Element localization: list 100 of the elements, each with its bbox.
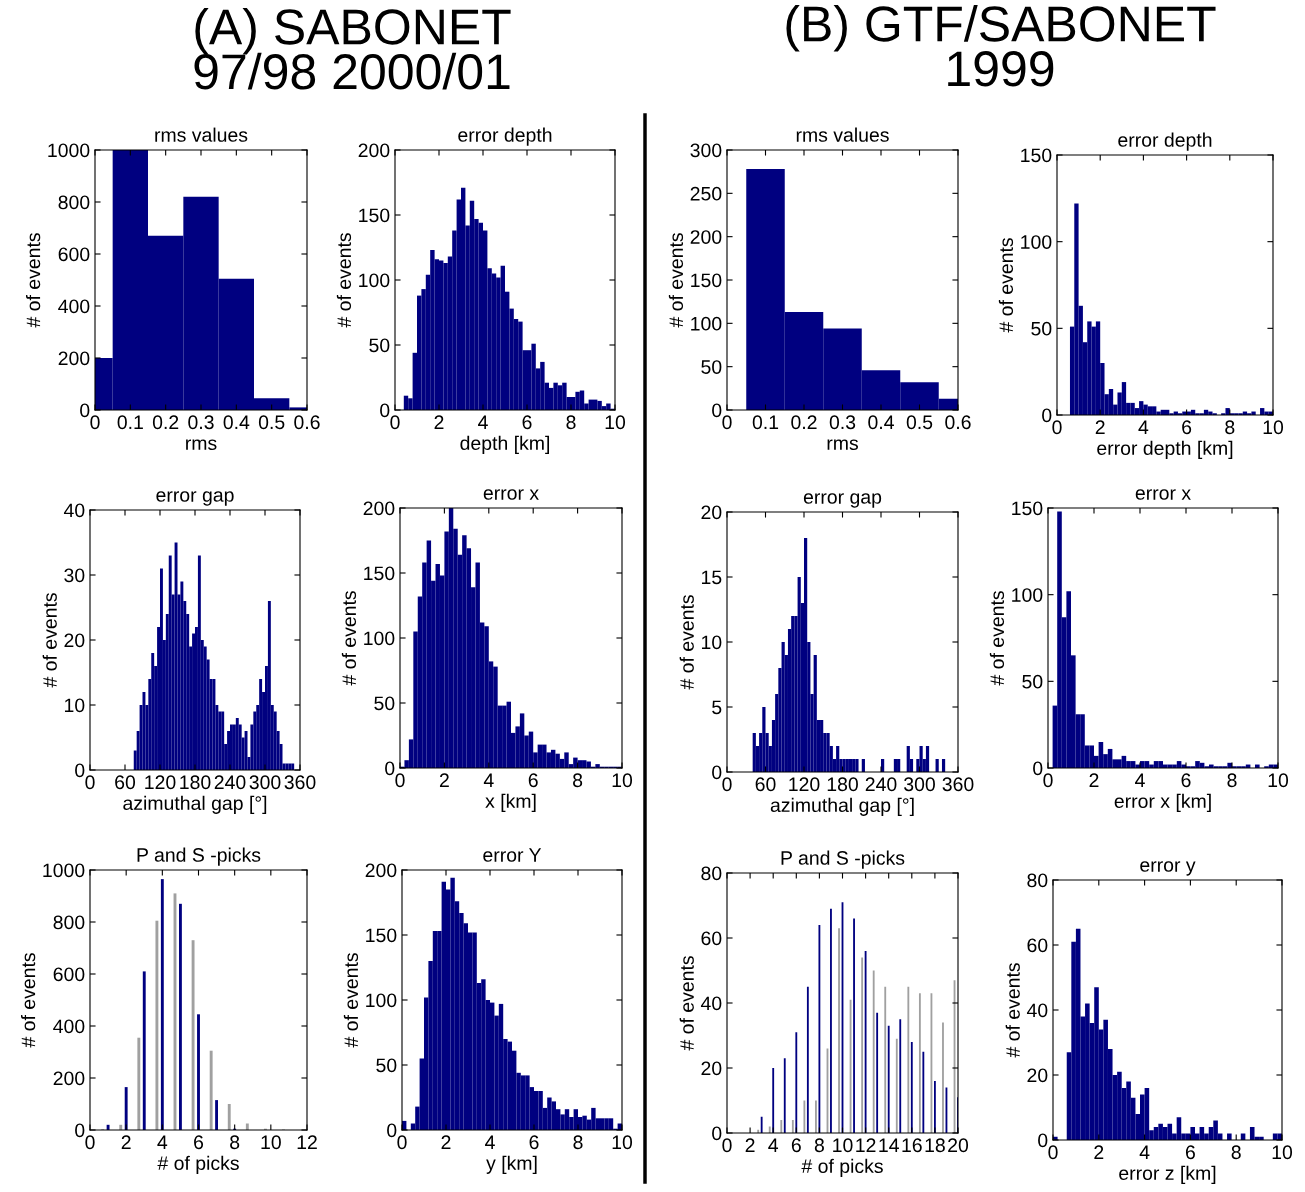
x-tick-label: 10	[1263, 420, 1284, 435]
y-axis-title: # of events	[42, 593, 57, 688]
y-axis-title: # of events	[998, 238, 1014, 333]
x-tick-label: 240	[865, 777, 897, 792]
x-tick-label: 10	[261, 1135, 281, 1150]
x-tick-label: 8	[1227, 773, 1237, 788]
x-tick-label: 10	[612, 773, 633, 788]
x-tick-label: 6	[1181, 773, 1191, 788]
x-tick-label: 8	[1225, 420, 1235, 435]
x-tick-label: 4	[483, 773, 494, 787]
y-tick-label: 0	[1033, 761, 1043, 776]
x-axis-title: error x [km]	[1114, 793, 1211, 812]
text: (A) SABONET 97/98 2000/01	[194, 8, 511, 90]
y-tick-label: 60	[1027, 938, 1048, 953]
x-tick-label: 6	[194, 1135, 204, 1150]
y-tick-label: 0	[385, 761, 395, 776]
y-tick-label: 40	[700, 996, 722, 1011]
y-tick-label: 250	[690, 186, 722, 201]
x-tick-label: 2	[1095, 420, 1105, 434]
y-tick-label: 50	[1031, 321, 1052, 336]
x-axis-title: rms	[186, 439, 217, 451]
y-tick-label: 400	[58, 299, 90, 314]
x-tick-label: 0.6	[945, 415, 971, 430]
x-tick-label: 6	[528, 773, 538, 788]
x-tick-label: 6	[791, 1138, 801, 1153]
y-tick-label: 50	[1022, 674, 1043, 689]
x-tick-label: 4	[1138, 420, 1149, 434]
y-tick-label: 100	[359, 273, 390, 288]
y-tick-label: 0	[712, 403, 722, 418]
y-tick-label: 15	[702, 570, 722, 585]
y-tick-label: 150	[366, 928, 397, 943]
y-tick-label: 200	[53, 1071, 85, 1086]
y-axis-title: # of events	[1005, 963, 1020, 1058]
x-tick-label: 10	[1272, 1145, 1293, 1160]
y-tick-label: 1000	[48, 143, 90, 158]
y-tick-label: 200	[690, 230, 722, 244]
chart-title: P and S -picks	[781, 850, 905, 869]
y-tick-label: 600	[58, 247, 90, 262]
y-tick-label: 800	[58, 195, 90, 210]
chart-title: rms values	[796, 127, 889, 142]
x-tick-label: 18	[925, 1138, 945, 1153]
y-tick-label: 0	[380, 403, 390, 418]
x-tick-label: 2	[434, 415, 444, 429]
x-tick-label: 0	[722, 777, 732, 792]
x-tick-label: 0.4	[223, 415, 250, 430]
x-tick-label: 8	[814, 1138, 824, 1153]
x-tick-label: 6	[1182, 420, 1192, 435]
x-tick-label: 10	[833, 1138, 853, 1153]
x-tick-label: 0.5	[258, 415, 285, 430]
y-tick-label: 20	[701, 1061, 722, 1076]
y-axis-title: # of events	[336, 233, 352, 328]
x-tick-label: 60	[115, 775, 136, 790]
y-tick-label: 300	[690, 143, 722, 158]
x-tick-label: 2	[439, 773, 449, 787]
x-tick-label: 2	[441, 1135, 451, 1149]
chart-title: error gap	[156, 491, 234, 506]
y-tick-label: 200	[58, 351, 90, 366]
x-tick-label: 6	[1185, 1145, 1195, 1160]
x-tick-label: 8	[573, 773, 583, 788]
y-tick-label: 40	[63, 503, 85, 518]
y-tick-label: 150	[364, 566, 395, 581]
chart-title: rms values	[155, 127, 248, 142]
x-axis-title: # of picks	[801, 1158, 883, 1177]
text: (B) GTF/SABONET 1999	[786, 5, 1216, 87]
y-tick-label: 80	[1027, 873, 1048, 888]
y-tick-label: 100	[691, 316, 722, 331]
y-tick-label: 100	[1012, 588, 1043, 602]
x-tick-label: 0.2	[152, 415, 179, 430]
y-tick-label: 150	[691, 273, 722, 288]
x-axis-title: y [km]	[486, 1155, 537, 1174]
y-axis-title: # of events	[341, 591, 357, 686]
y-tick-label: 50	[369, 338, 390, 353]
x-tick-label: 4	[478, 415, 488, 429]
x-tick-label: 4	[1139, 1145, 1150, 1159]
x-tick-label: 4	[1135, 773, 1145, 787]
x-tick-label: 2	[745, 1138, 755, 1152]
x-tick-label: 8	[1231, 1145, 1241, 1160]
chart-title: error Y	[483, 848, 542, 862]
y-tick-label: 100	[1021, 235, 1052, 249]
y-tick-label: 40	[1026, 1003, 1048, 1018]
x-tick-label: 0	[722, 1138, 732, 1153]
chart-title: error y	[1140, 861, 1196, 876]
y-tick-label: 50	[376, 1058, 397, 1073]
y-tick-label: 200	[365, 863, 397, 878]
y-tick-label: 10	[65, 698, 85, 713]
y-tick-label: 100	[366, 993, 397, 1008]
x-tick-label: 10	[605, 415, 626, 430]
x-tick-label: 0.1	[752, 415, 779, 430]
y-tick-label: 100	[364, 631, 395, 646]
y-tick-label: 50	[374, 696, 395, 711]
x-tick-label: 2	[121, 1135, 131, 1149]
y-axis-title: # of events	[343, 953, 359, 1048]
x-tick-label: 0	[90, 415, 100, 430]
y-tick-label: 600	[53, 967, 85, 982]
x-tick-label: 180	[827, 777, 858, 792]
x-axis-title: # of picks	[157, 1155, 239, 1174]
y-tick-label: 30	[64, 568, 85, 583]
x-tick-label: 4	[768, 1138, 779, 1152]
x-tick-label: 0	[397, 1135, 407, 1150]
y-tick-label: 10	[702, 635, 722, 650]
